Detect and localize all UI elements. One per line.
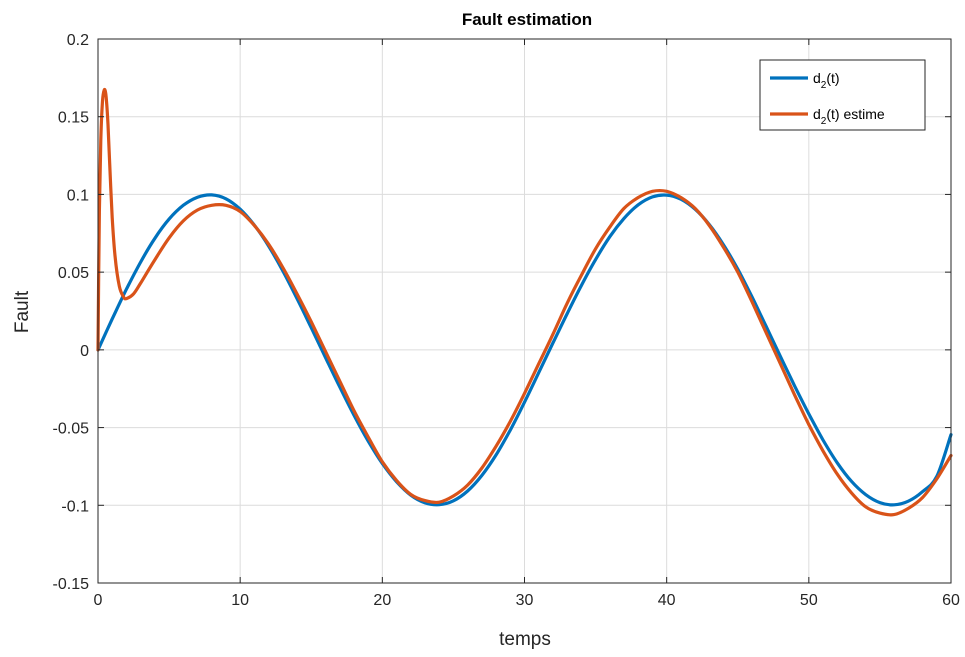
legend-label-d2: d2(t) xyxy=(813,70,840,91)
series-line-d2 xyxy=(96,193,953,507)
y-tick-label: -0.05 xyxy=(53,421,90,438)
chart-title: Fault estimation xyxy=(462,10,592,29)
x-tick-label: 0 xyxy=(94,592,103,609)
legend-label-d2-estime: d2(t) estime xyxy=(813,106,885,127)
y-tick-label: -0.1 xyxy=(61,498,89,515)
legend-box xyxy=(759,59,926,131)
legend: d2(t) d2(t) estime xyxy=(759,59,926,131)
y-tick-label: 0 xyxy=(80,343,89,360)
x-tick-label: 10 xyxy=(231,592,249,609)
y-tick-label: 0.15 xyxy=(58,110,89,127)
x-tick-label: 20 xyxy=(373,592,391,609)
y-axis-label: Fault xyxy=(12,290,33,333)
y-tick-label: 0.2 xyxy=(67,32,89,49)
y-tick-label: 0.05 xyxy=(58,265,89,282)
x-tick-label: 50 xyxy=(800,592,818,609)
series-line-d2-estime xyxy=(96,87,953,517)
series-layer xyxy=(96,87,953,517)
x-tick-label: 60 xyxy=(942,592,960,609)
x-tick-label: 40 xyxy=(658,592,676,609)
x-axis-label: temps xyxy=(499,629,551,650)
y-tick-label: 0.1 xyxy=(67,187,89,204)
tick-marks xyxy=(97,38,952,584)
x-tick-label: 30 xyxy=(516,592,534,609)
y-tick-label: -0.15 xyxy=(53,576,90,593)
tick-labels: 0 10 20 30 40 50 60 -0.15 -0.1 -0.05 0 0.05 0.1 0.15 0… xyxy=(53,32,960,609)
